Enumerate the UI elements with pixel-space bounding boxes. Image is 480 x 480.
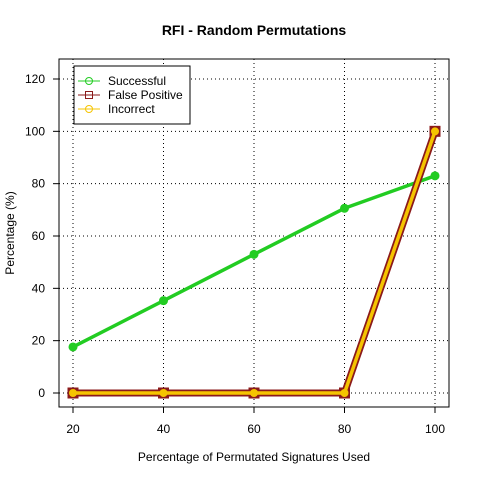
data-point-incorrect — [250, 389, 258, 397]
y-tick-label: 20 — [32, 334, 46, 348]
data-point-incorrect — [159, 389, 168, 397]
x-tick-label: 40 — [157, 422, 171, 436]
data-point-successful — [249, 249, 259, 259]
data-point-successful — [159, 296, 168, 306]
y-tick-label: 80 — [32, 177, 46, 191]
x-tick-label: 80 — [338, 422, 352, 436]
x-tick-label: 100 — [425, 422, 445, 436]
chart-title: RFI - Random Permutations — [162, 22, 347, 38]
legend-label-successful: Successful — [108, 74, 166, 88]
y-tick-label: 120 — [25, 72, 45, 86]
y-axis: 0 20 40 60 80 100 120 — [25, 72, 59, 400]
data-point-successful — [430, 171, 440, 181]
y-tick-label: 60 — [32, 229, 46, 243]
legend-marker-successful — [85, 77, 93, 85]
y-tick-label: 100 — [25, 124, 45, 138]
data-point-incorrect — [340, 389, 349, 397]
data-point-incorrect — [431, 127, 439, 136]
data-point-successful — [340, 203, 349, 213]
y-tick-label: 40 — [32, 281, 46, 295]
series-line-false-positive — [73, 130, 439, 397]
legend-marker-incorrect — [85, 105, 93, 113]
data-point-incorrect — [69, 389, 77, 397]
legend-marker-false-positive — [85, 91, 93, 99]
y-tick-label: 0 — [38, 386, 45, 400]
data-point-successful — [68, 342, 78, 352]
series-layer — [67, 125, 441, 399]
legend-label-incorrect: Incorrect — [108, 102, 155, 116]
legend-label-false-positive: False Positive — [108, 88, 183, 102]
series-line-incorrect — [73, 130, 437, 395]
x-tick-label: 20 — [66, 422, 80, 436]
series-line-successful — [72, 174, 436, 349]
y-axis-label: Percentage (%) — [3, 191, 17, 274]
x-tick-label: 60 — [247, 422, 261, 436]
x-axis: 20 40 60 80 100 — [66, 407, 445, 436]
x-axis-label: Percentage of Permutated Signatures Used — [138, 450, 370, 464]
